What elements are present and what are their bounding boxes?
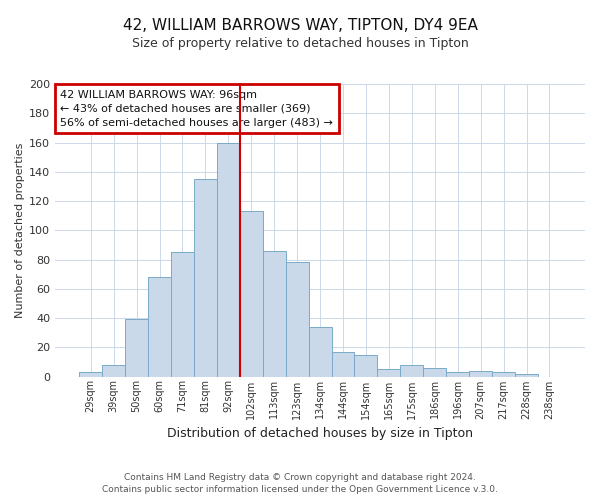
Bar	[355, 354, 377, 376]
Bar	[286, 262, 308, 376]
Bar	[400, 365, 423, 376]
Bar	[194, 179, 217, 376]
Bar	[446, 372, 469, 376]
Text: Contains public sector information licensed under the Open Government Licence v.: Contains public sector information licen…	[102, 485, 498, 494]
Text: 42, WILLIAM BARROWS WAY, TIPTON, DY4 9EA: 42, WILLIAM BARROWS WAY, TIPTON, DY4 9EA	[122, 18, 478, 32]
Text: 42 WILLIAM BARROWS WAY: 96sqm
← 43% of detached houses are smaller (369)
56% of : 42 WILLIAM BARROWS WAY: 96sqm ← 43% of d…	[61, 90, 334, 128]
Bar	[171, 252, 194, 376]
Bar	[102, 365, 125, 376]
Bar	[469, 370, 492, 376]
Bar	[332, 352, 355, 376]
Bar	[79, 372, 102, 376]
Bar	[148, 277, 171, 376]
Text: Size of property relative to detached houses in Tipton: Size of property relative to detached ho…	[131, 38, 469, 51]
Bar	[217, 142, 240, 376]
Bar	[377, 369, 400, 376]
Bar	[423, 368, 446, 376]
Y-axis label: Number of detached properties: Number of detached properties	[15, 142, 25, 318]
Bar	[125, 320, 148, 376]
Bar	[515, 374, 538, 376]
X-axis label: Distribution of detached houses by size in Tipton: Distribution of detached houses by size …	[167, 427, 473, 440]
Text: Contains HM Land Registry data © Crown copyright and database right 2024.: Contains HM Land Registry data © Crown c…	[124, 472, 476, 482]
Bar	[308, 327, 332, 376]
Bar	[492, 372, 515, 376]
Bar	[240, 211, 263, 376]
Bar	[263, 250, 286, 376]
